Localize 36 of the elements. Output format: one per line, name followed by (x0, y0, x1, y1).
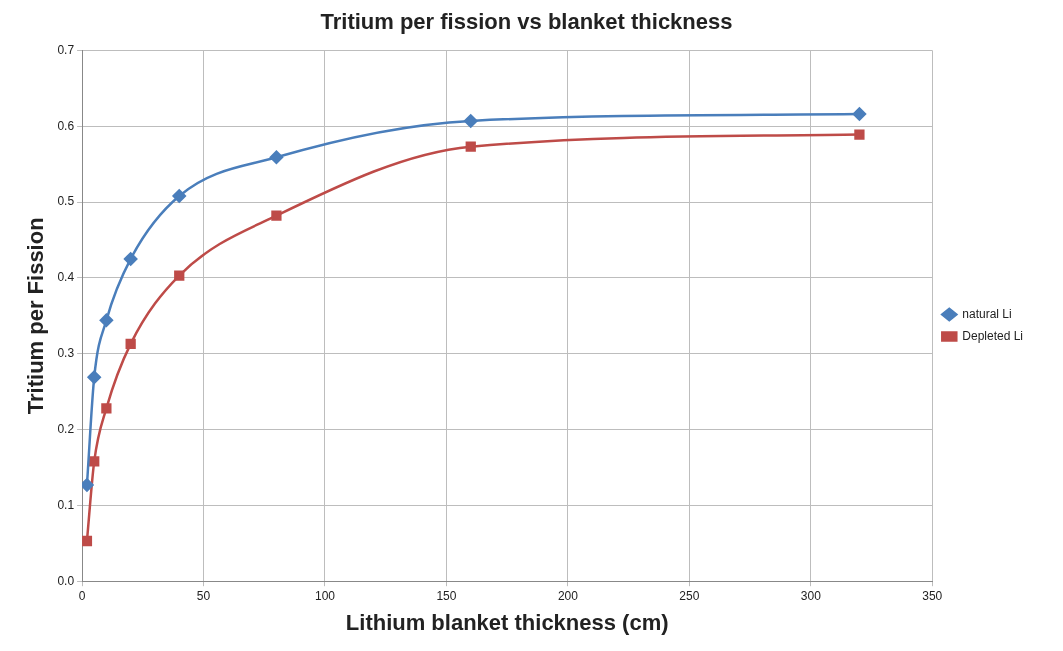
x-tick-label: 150 (436, 588, 457, 603)
y-tick-label: 0.2 (57, 421, 75, 436)
point (465, 141, 476, 152)
y-tick-label: 0.5 (57, 194, 75, 209)
point (87, 370, 101, 384)
point (99, 313, 114, 328)
x-tick-label: 350 (922, 588, 943, 603)
point (89, 456, 100, 467)
y-tick-label: 0.1 (57, 497, 75, 512)
legend-label: Depleted Li (962, 328, 1024, 343)
y-tick-label: 0.3 (57, 346, 75, 361)
point (174, 270, 185, 281)
legend-label: natural Li (962, 306, 1012, 321)
x-tick-label: 300 (800, 588, 822, 603)
point (82, 535, 93, 547)
point (854, 129, 865, 140)
point (852, 107, 867, 121)
point (101, 403, 112, 414)
point (123, 252, 138, 266)
x-tick-label: 50 (196, 588, 211, 603)
y-tick-label: 0.0 (57, 573, 75, 588)
x-tick-label: 100 (314, 588, 336, 603)
y-tick-label: 0.7 (57, 42, 75, 57)
point (269, 150, 284, 165)
point (271, 210, 282, 221)
x-tick-label: 250 (679, 588, 700, 603)
x-tick-label: 200 (557, 588, 579, 603)
point (464, 114, 478, 128)
y-axis-title: Tritium per Fission (23, 217, 49, 415)
y-tick-label: 0.6 (57, 118, 75, 133)
x-tick-label: 0 (78, 588, 86, 603)
point (125, 338, 136, 349)
y-tick-label: 0.4 (57, 270, 75, 285)
point (172, 189, 186, 203)
chart-title: Tritium per fission vs blanket thickness (320, 9, 733, 35)
x-axis-title: Lithium blanket thickness (cm) (345, 609, 669, 635)
